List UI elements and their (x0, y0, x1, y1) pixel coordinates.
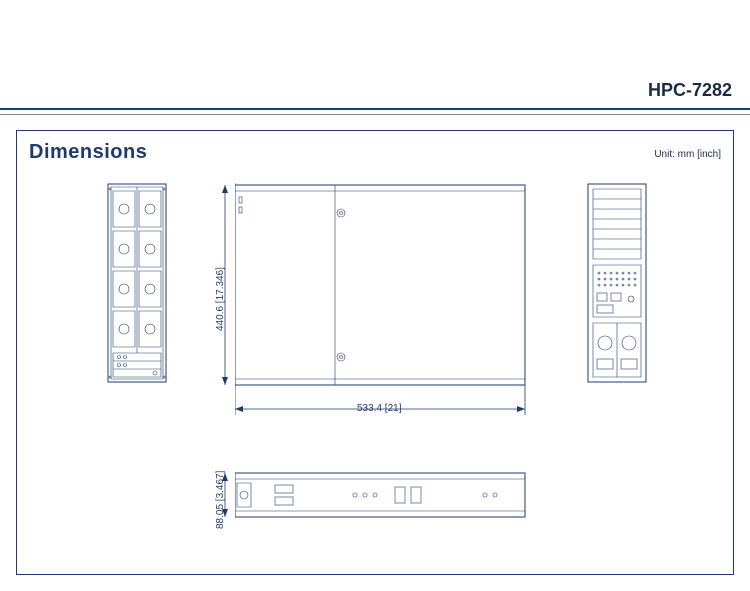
width-dim-label: 533.4 [21] (357, 403, 401, 414)
front-view (107, 183, 167, 383)
depth-dim-label: 440.6 [17.346] (215, 267, 226, 331)
dimensions-frame: Dimensions Unit: mm [inch] (16, 130, 734, 575)
top-view (235, 183, 545, 423)
pcie-slots (593, 199, 641, 249)
unit-label: Unit: mm [inch] (654, 149, 721, 160)
rear-view (587, 183, 647, 383)
model-name: HPC-7282 (648, 80, 732, 101)
rule-thick (0, 108, 750, 110)
height-dim-label: 88.05 [3.467] (215, 471, 226, 529)
section-title: Dimensions (29, 141, 147, 164)
rule-thin (0, 114, 750, 115)
views-area: 440.6 [17.346] 533.4 [21] (17, 171, 733, 571)
side-view (235, 471, 535, 521)
